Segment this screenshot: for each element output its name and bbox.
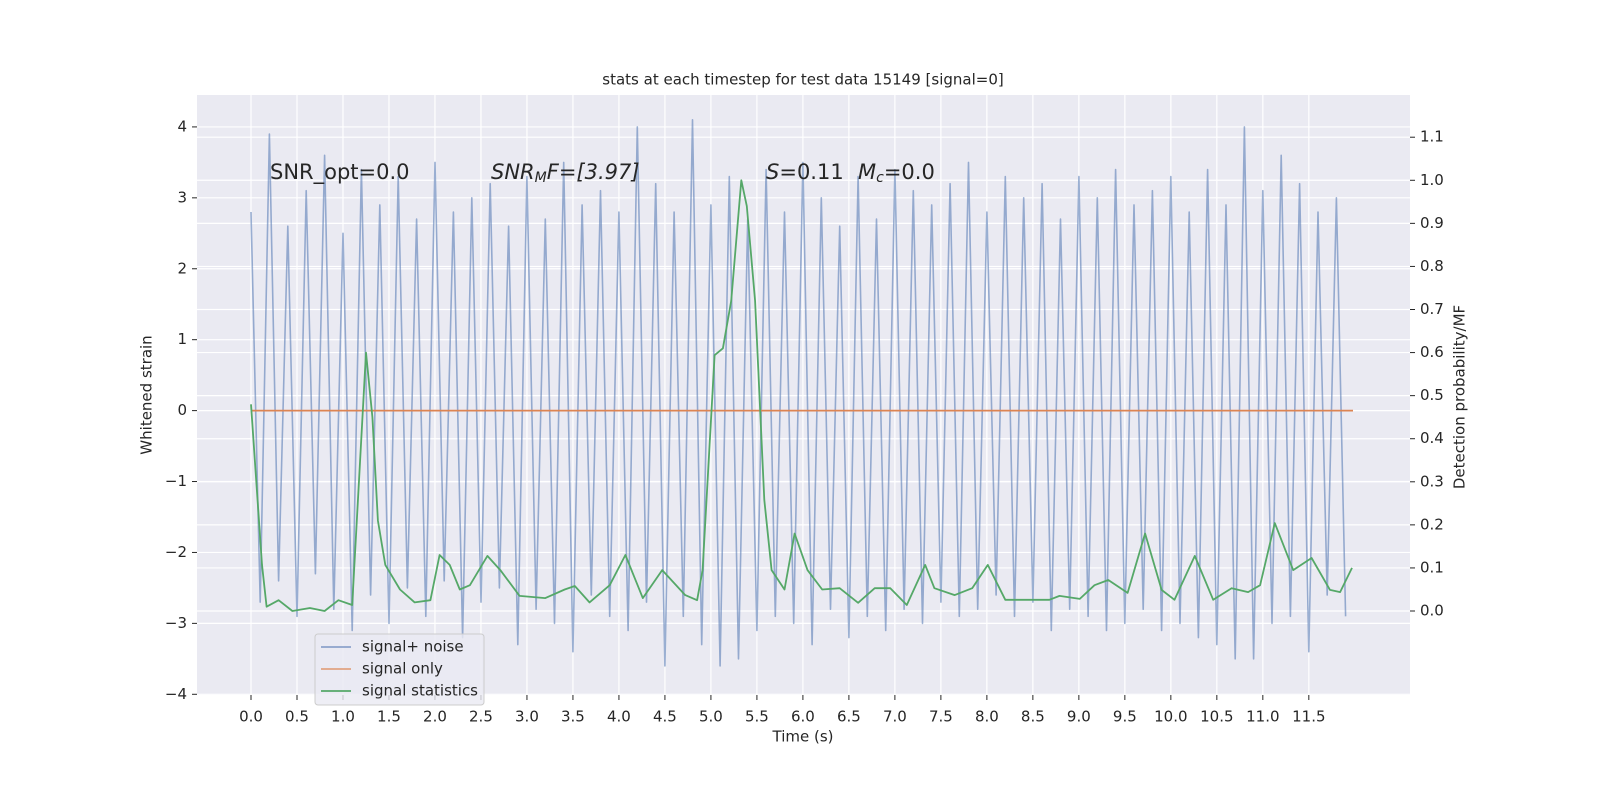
y2-tick-label: 0.0 [1420, 602, 1444, 620]
y2-tick-label: 0.8 [1420, 257, 1444, 275]
x-tick-label: 1.5 [377, 708, 401, 726]
y-tick-label: 1 [177, 330, 187, 348]
x-tick-label: 4.5 [653, 708, 677, 726]
x-tick-label: 2.5 [469, 708, 493, 726]
x-tick-label: 11.0 [1246, 708, 1279, 726]
legend: signal+ noise signal only signal statistic… [314, 633, 485, 706]
annotation: S=0.11 [766, 160, 844, 184]
annotation: SNR_opt=0.0 [270, 160, 410, 185]
ticks: 0.0 0.5 1.0 1.5 2.0 2.5 3.0 3.5 4.0 4.5 5.0 5.5 6.0 6… [165, 117, 1444, 725]
y-axis-label: Whitened strain [138, 335, 156, 454]
x-tick-label: 7.5 [929, 708, 953, 726]
annotation-text: S [766, 160, 779, 184]
annotation: Mc=0.0 [858, 160, 935, 186]
y2-tick-label: 0.1 [1420, 558, 1444, 576]
annotation: SNRMF=[3.97] [491, 160, 640, 186]
x-tick-label: 0.5 [285, 708, 309, 726]
x-tick-label: 1.0 [331, 708, 355, 726]
legend-label: signal+ noise [362, 638, 464, 656]
y2-axis-label: Detection probability/MF [1451, 305, 1469, 489]
annotation-text: =0.11 [779, 160, 843, 184]
series-line [250, 179, 1353, 612]
annotation-subscript: c [876, 170, 884, 186]
y-tick-label: −3 [165, 614, 187, 632]
x-tick-label: 4.0 [607, 708, 631, 726]
chart-title: stats at each timestep for test data 151… [602, 71, 1003, 89]
marks [250, 119, 1353, 667]
y-tick-label: −1 [165, 472, 187, 490]
series-line [250, 119, 1347, 667]
x-axis-label: Time (s) [772, 728, 834, 746]
x-tick-label: 5.0 [699, 708, 723, 726]
x-tick-label: 10.0 [1154, 708, 1187, 726]
x-tick-label: 7.0 [883, 708, 907, 726]
y2-tick-label: 0.7 [1420, 300, 1444, 318]
x-tick-label: 8.5 [1021, 708, 1045, 726]
legend-box [314, 633, 485, 706]
y2-tick-label: 0.3 [1420, 472, 1444, 490]
x-tick-label: 11.5 [1292, 708, 1325, 726]
y-tick-label: −4 [165, 685, 187, 703]
x-tick-label: 0.0 [239, 708, 263, 726]
x-tick-label: 9.0 [1067, 708, 1091, 726]
y-tick-label: 3 [177, 188, 187, 206]
y-tick-label: 4 [177, 117, 187, 135]
y2-tick-label: 0.6 [1420, 343, 1444, 361]
y2-tick-label: 1.1 [1420, 128, 1444, 146]
annotation-text: M [858, 160, 876, 184]
y2-tick-label: 1.0 [1420, 171, 1444, 189]
annotation-text: =0.0 [884, 160, 935, 184]
x-tick-label: 3.0 [515, 708, 539, 726]
annotation-text: SNR [491, 160, 535, 184]
x-tick-label: 6.0 [791, 708, 815, 726]
y2-tick-label: 0.4 [1420, 429, 1444, 447]
y-tick-label: −2 [165, 543, 187, 561]
y-tick-label: 0 [177, 401, 187, 419]
legend-label: signal only [362, 660, 443, 678]
y2-tick-label: 0.2 [1420, 515, 1444, 533]
x-tick-label: 3.5 [561, 708, 585, 726]
x-tick-label: 6.5 [837, 708, 861, 726]
x-tick-label: 8.0 [975, 708, 999, 726]
x-tick-label: 2.0 [423, 708, 447, 726]
y2-tick-label: 0.5 [1420, 386, 1444, 404]
y-tick-label: 2 [177, 259, 187, 277]
x-tick-label: 5.5 [745, 708, 769, 726]
x-tick-label: 9.5 [1113, 708, 1137, 726]
y2-tick-label: 0.9 [1420, 214, 1444, 232]
annotation-text: F=[3.97] [547, 160, 640, 184]
annotation-subscript: M [535, 170, 547, 186]
annotation-text: SNR_opt=0.0 [270, 160, 410, 185]
x-tick-label: 10.5 [1200, 708, 1233, 726]
legend-label: signal statistics [362, 682, 478, 700]
